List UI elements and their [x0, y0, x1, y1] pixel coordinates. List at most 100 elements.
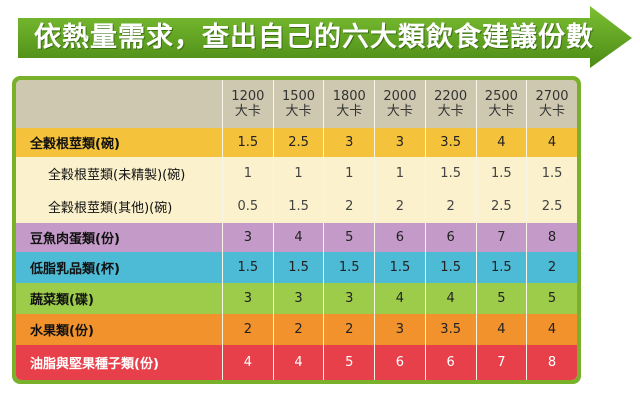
table-row: 低脂乳品類(杯) 1.5 1.5 1.5 1.5 1.5 1.5 2 [16, 252, 577, 283]
column-divider [272, 80, 274, 128]
calorie-value: 2000 [383, 89, 417, 104]
serving-cell: 1.5 [288, 260, 309, 275]
serving-cell: 3 [395, 135, 405, 150]
table-body: 1200 大卡 1500 大卡 1800 大卡 2000 大卡 2200 大卡 2500 大卡 2700… [16, 80, 577, 380]
serving-cell: 3 [395, 322, 405, 337]
column-divider [323, 157, 325, 190]
column-divider [272, 157, 274, 190]
serving-cell: 0.5 [237, 199, 259, 214]
serving-cell: 3 [243, 291, 252, 306]
column-divider [526, 223, 528, 252]
calorie-header: 2200 大卡 [426, 80, 476, 128]
column-divider [424, 128, 426, 157]
serving-cell: 1.5 [491, 260, 512, 275]
column-divider [424, 345, 426, 380]
calorie-value: 2700 [535, 89, 569, 104]
column-divider [424, 223, 426, 252]
row-label: 蔬菜類(碟) [30, 293, 94, 308]
serving-cell: 2 [547, 260, 557, 275]
serving-cell: 6 [395, 355, 405, 370]
column-divider [222, 252, 223, 283]
serving-cell: 7 [497, 230, 506, 245]
calorie-header: 2500 大卡 [477, 80, 527, 128]
column-divider [374, 190, 376, 223]
serving-cell: 3 [345, 135, 354, 150]
serving-cell: 1.5 [389, 260, 411, 275]
calorie-value: 1500 [281, 89, 316, 104]
serving-cell: 4 [446, 291, 455, 306]
column-divider [222, 190, 223, 223]
serving-cell: 1.5 [237, 260, 259, 275]
serving-cell: 6 [446, 355, 455, 370]
column-divider [424, 283, 426, 314]
header-corner [16, 80, 222, 128]
table-row: 油脂與堅果種子類(份) 4 4 5 6 6 7 8 [16, 345, 577, 380]
banner-arrow-shape [18, 6, 632, 68]
column-divider [374, 80, 376, 128]
column-divider [374, 157, 376, 190]
column-divider [526, 252, 528, 283]
serving-cell: 2 [395, 199, 405, 214]
table-row: 全穀根莖類(其他)(碗) 0.5 1.5 2 2 2 2.5 2.5 [16, 190, 577, 223]
serving-cell: 5 [345, 355, 354, 370]
column-divider [374, 345, 376, 380]
calorie-unit: 大卡 [285, 104, 312, 119]
serving-cell: 3.5 [440, 135, 461, 150]
calorie-value: 2200 [434, 89, 468, 104]
column-divider [424, 314, 426, 345]
column-divider [323, 252, 325, 283]
column-divider [526, 345, 528, 380]
column-divider [526, 314, 528, 345]
calorie-header: 2700 大卡 [527, 80, 577, 128]
column-divider [222, 128, 223, 157]
column-divider [222, 157, 223, 190]
column-divider [475, 252, 477, 283]
serving-cell: 6 [446, 230, 455, 245]
serving-cell: 2 [243, 322, 252, 337]
column-divider [424, 157, 426, 190]
column-divider [526, 128, 528, 157]
row-label: 全穀根莖類(未精製)(碗) [48, 168, 186, 183]
column-divider [424, 190, 426, 223]
serving-cell: 4 [547, 322, 557, 337]
serving-cell: 2.5 [288, 135, 309, 150]
column-divider [272, 223, 274, 252]
row-label: 油脂與堅果種子類(份) [30, 357, 159, 372]
column-divider [475, 283, 477, 314]
column-divider [526, 80, 528, 128]
serving-cell: 4 [497, 135, 506, 150]
column-divider [526, 190, 528, 223]
calorie-header: 1800 大卡 [324, 80, 374, 128]
table-row: 蔬菜類(碟) 3 3 3 4 4 5 5 [16, 283, 577, 314]
column-divider [272, 345, 274, 380]
serving-cell: 1.5 [288, 199, 309, 214]
serving-cell: 2 [446, 199, 455, 214]
serving-cell: 5 [547, 291, 557, 306]
serving-cell: 1.5 [440, 166, 461, 181]
column-divider [323, 283, 325, 314]
column-divider [374, 223, 376, 252]
calorie-unit: 大卡 [386, 104, 413, 119]
column-divider [475, 190, 477, 223]
serving-cell: 1.5 [541, 166, 563, 181]
column-divider [475, 223, 477, 252]
column-divider [374, 314, 376, 345]
calorie-value: 1200 [231, 89, 265, 104]
serving-cell: 4 [395, 291, 405, 306]
serving-cell: 1 [294, 166, 303, 181]
serving-cell: 2.5 [541, 199, 563, 214]
serving-cell: 1.5 [338, 260, 360, 275]
row-label: 全穀根莖類(其他)(碗) [48, 201, 173, 216]
serving-cell: 4 [294, 230, 303, 245]
column-divider [323, 190, 325, 223]
column-divider [475, 80, 477, 128]
serving-cell: 1.5 [491, 166, 512, 181]
serving-cell: 5 [497, 291, 506, 306]
serving-cell: 2 [294, 322, 303, 337]
serving-cell: 3 [294, 291, 303, 306]
column-divider [272, 314, 274, 345]
column-divider [323, 314, 325, 345]
row-label: 水果類(份) [30, 324, 94, 339]
column-divider [272, 283, 274, 314]
serving-cell: 2 [345, 322, 354, 337]
